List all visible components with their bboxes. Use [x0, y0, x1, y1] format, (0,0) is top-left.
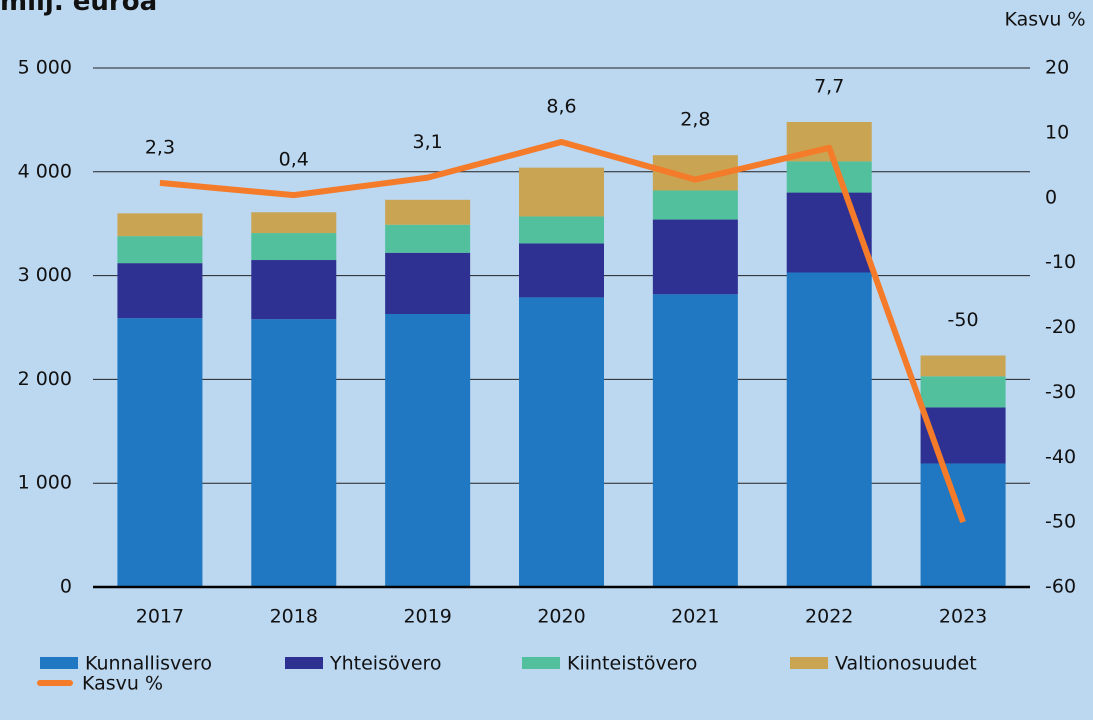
legend-label: Yhteisövero [329, 653, 442, 675]
y-tick-label: 3 000 [18, 264, 72, 286]
data-label: 3,1 [413, 131, 443, 153]
x-tick-label: 2021 [671, 606, 719, 628]
y2-tick-label: -20 [1045, 316, 1076, 338]
x-tick-label: 2017 [136, 606, 184, 628]
legend-label: Valtionosuudet [835, 653, 977, 675]
x-tick-label: 2018 [270, 606, 318, 628]
data-label: -50 [948, 309, 979, 331]
legend-swatch [790, 657, 828, 669]
y2-tick-label: -60 [1045, 576, 1076, 598]
data-label: 2,8 [680, 109, 710, 131]
bar-segment [385, 314, 471, 587]
y-tick-label: 2 000 [18, 368, 72, 390]
x-tick-label: 2019 [403, 606, 451, 628]
y-tick-label: 5 000 [18, 57, 72, 79]
y-tick-label: 1 000 [18, 472, 72, 494]
legend-label: Kasvu % [82, 673, 163, 695]
bar-segment [251, 319, 337, 587]
bar-segment [519, 297, 604, 587]
x-tick-label: 2020 [537, 606, 585, 628]
y2-tick-label: 0 [1045, 186, 1057, 208]
legend-swatch [522, 657, 560, 669]
legend-label: Kunnallisvero [85, 653, 212, 675]
data-label: 7,7 [814, 75, 844, 97]
bar-segment [385, 199, 471, 225]
bar-segment [519, 216, 604, 244]
bar-segment [117, 263, 203, 319]
y2-tick-label: -40 [1045, 446, 1076, 468]
bar-segment [385, 252, 471, 315]
line [159, 138, 966, 524]
bar-segment [117, 236, 203, 264]
bar-segment [117, 213, 203, 237]
bar-segment [786, 272, 872, 587]
data-label: 0,4 [279, 149, 309, 171]
legend-swatch [40, 657, 78, 669]
data-label: 2,3 [145, 136, 175, 158]
y2-tick-label: 20 [1045, 57, 1069, 79]
bar-segment [920, 355, 1006, 377]
bar-segment [251, 233, 337, 261]
chart-title: milj. euroa [0, 0, 157, 17]
x-tick-label: 2022 [805, 606, 853, 628]
y2-tick-label: -50 [1045, 511, 1076, 533]
y2-tick-label: -10 [1045, 251, 1076, 273]
data-label: 8,6 [546, 95, 576, 117]
bar-segment [117, 318, 203, 587]
bar-segment [920, 463, 1006, 587]
bar-segment [251, 212, 337, 234]
bar-segment [519, 167, 604, 217]
y2-axis-label: Kasvu % [1004, 9, 1085, 31]
bar-segment [652, 294, 738, 587]
y2-tick-label: -30 [1045, 381, 1076, 403]
bar-segment [920, 376, 1006, 408]
y2-tick-label: 10 [1045, 121, 1069, 143]
x-tick-label: 2023 [939, 606, 987, 628]
bar-segment [652, 190, 738, 220]
bar-segment [652, 219, 738, 295]
bar-segment [251, 260, 337, 320]
y-tick-label: 4 000 [18, 160, 72, 182]
legend-swatch [285, 657, 323, 669]
bar-segment [385, 224, 471, 253]
y-tick-label: 0 [60, 576, 72, 598]
bar-segment [786, 161, 872, 193]
bar-segment [519, 243, 604, 298]
legend-label: Kiinteistövero [567, 653, 697, 675]
